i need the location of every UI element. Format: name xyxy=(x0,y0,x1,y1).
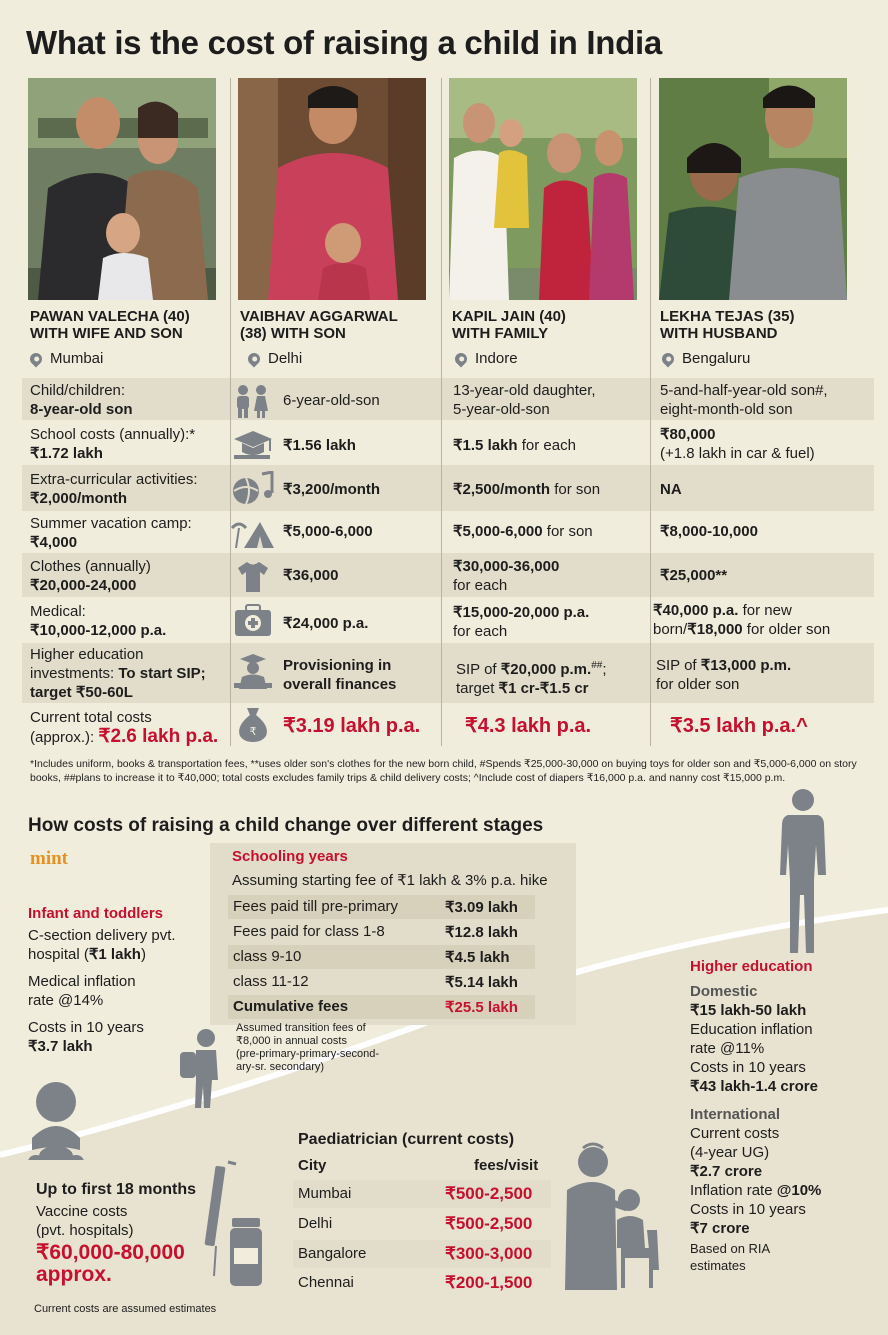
page-title: What is the cost of raising a child in I… xyxy=(26,24,662,61)
graduation-cap-icon xyxy=(230,427,276,463)
location-pin-icon xyxy=(452,350,470,367)
higher-details: Domestic ₹15 lakh-50 lakh Education infl… xyxy=(690,983,822,1273)
camp-tent-icon xyxy=(230,514,276,550)
school-cell-2: ₹1.56 lakh xyxy=(283,437,356,454)
total-cell-4: ₹3.5 lakh p.a.^ xyxy=(670,715,808,737)
syringe-vial-icon xyxy=(204,1160,262,1286)
photo-kapil-family xyxy=(449,78,637,300)
medical-cell-2: ₹24,000 p.a. xyxy=(283,615,369,632)
city-4: Bengaluru xyxy=(659,350,750,367)
children-cell-3: 13-year-old daughter, 5-year-old-son xyxy=(453,382,596,418)
location-pin-icon xyxy=(245,350,263,367)
camp-cell-2: ₹5,000-6,000 xyxy=(283,523,373,540)
photo-vaibhav-son xyxy=(238,78,426,300)
clothes-shirt-icon xyxy=(230,558,276,594)
svg-text:₹: ₹ xyxy=(250,725,257,738)
row-extra-bg xyxy=(22,465,874,511)
paed-title: Paediatrician (current costs) xyxy=(298,1131,515,1148)
vaccine-cost: ₹60,000-80,000 approx. xyxy=(36,1241,185,1286)
paed-row: Mumbai ₹500-2,500 xyxy=(293,1180,551,1208)
infant-title: Infant and toddlers xyxy=(28,905,163,922)
children-icon xyxy=(230,383,276,419)
photo-pawan-family xyxy=(28,78,216,300)
higher-cell-4: SIP of ₹13,000 p.m. for older son xyxy=(656,657,792,693)
children-cell-4: 5-and-half-year-old son#, eight-month-old… xyxy=(660,382,828,418)
family-name-2: VAIBHAV AGGARWAL (38) WITH SON xyxy=(240,308,398,342)
schooling-row: Fees paid till pre-primary ₹3.09 lakh xyxy=(228,895,535,919)
schooling-panel xyxy=(210,843,576,1025)
clothes-cell-4: ₹25,000** xyxy=(660,567,728,584)
schoolchild-icon xyxy=(180,1029,218,1108)
extra-cell-2: ₹3,200/month xyxy=(283,481,381,498)
activities-icon xyxy=(230,470,276,507)
row-clothes-bg xyxy=(22,553,874,597)
row-children-bg xyxy=(22,378,874,420)
photo-lekha-husband xyxy=(659,78,847,300)
medical-kit-icon xyxy=(230,602,276,638)
school-cell-4: ₹80,000 (+1.8 lakh in car & fuel) xyxy=(660,426,815,462)
infant-details: C-section delivery pvt. hospital (₹1 lak… xyxy=(28,927,176,1055)
city-2: Delhi xyxy=(245,350,302,367)
family-name-4: LEKHA TEJAS (35) WITH HUSBAND xyxy=(660,308,795,342)
schooling-note: Assumed transition fees of ₹8,000 in annu… xyxy=(236,1022,380,1073)
camp-cell-4: ₹8,000-10,000 xyxy=(660,523,758,540)
paed-col-fee: fees/visit xyxy=(474,1157,539,1174)
paed-row: Delhi ₹500-2,500 xyxy=(298,1214,533,1233)
total-label-cell: Current total costs (approx.): ₹2.6 lakh … xyxy=(30,709,219,747)
higher-title: Higher education xyxy=(690,958,813,975)
location-pin-icon xyxy=(27,350,45,367)
extra-label-cell: Extra-curricular activities: ₹2,000/month xyxy=(30,471,198,507)
schooling-row: class 9-10 ₹4.5 lakh xyxy=(228,945,535,969)
graduate-icon xyxy=(230,653,276,689)
school-label-cell: School costs (annually):* ₹1.72 lakh xyxy=(30,426,196,462)
vaccine-title: Up to first 18 months xyxy=(36,1181,197,1198)
total-cell-3: ₹4.3 lakh p.a. xyxy=(465,715,592,737)
footnote: *Includes uniform, books & transportatio… xyxy=(30,758,857,784)
schooling-row: class 11-12 ₹5.14 lakh xyxy=(233,973,518,991)
column-divider xyxy=(441,78,442,746)
brand-logo: mint xyxy=(30,848,68,869)
city-3: Indore xyxy=(452,350,518,367)
higher-cell-3: SIP of ₹20,000 p.m.##; target ₹1 cr-₹1.5 … xyxy=(456,660,607,697)
bottom-note: Current costs are assumed estimates xyxy=(34,1303,217,1315)
extra-cell-4: NA xyxy=(660,481,682,498)
money-bag-icon: ₹ xyxy=(230,706,276,742)
family-name-1: PAWAN VALECHA (40) WITH WIFE AND SON xyxy=(30,308,190,342)
medical-cell-3: ₹15,000-20,000 p.a. for each xyxy=(453,604,590,640)
schooling-subtitle: Assuming starting fee of ₹1 lakh & 3% p.… xyxy=(232,872,548,889)
camp-label-cell: Summer vacation camp: ₹4,000 xyxy=(30,515,192,551)
family-name-3: KAPIL JAIN (40) WITH FAMILY xyxy=(452,308,566,342)
medical-label-cell: Medical: ₹10,000-12,000 p.a. xyxy=(30,603,167,639)
medical-cell-4: ₹40,000 p.a. for new born/₹18,000 for old… xyxy=(653,602,831,638)
paed-row: Bangalore ₹300-3,000 xyxy=(293,1240,551,1268)
camp-cell-3: ₹5,000-6,000 for son xyxy=(453,523,593,540)
baby-icon xyxy=(28,1082,84,1169)
extra-cell-3: ₹2,500/month for son xyxy=(453,481,601,498)
section-title: How costs of raising a child change over… xyxy=(28,815,544,836)
column-divider xyxy=(650,78,651,746)
clothes-cell-3: ₹30,000-36,000 for each xyxy=(453,558,560,594)
row-higher-bg xyxy=(22,643,874,703)
schooling-cumulative-row: Cumulative fees ₹25.5 lakh xyxy=(228,995,535,1019)
doctor-patient-icon xyxy=(565,1142,659,1290)
school-cell-3: ₹1.5 lakh for each xyxy=(453,437,576,454)
column-divider xyxy=(230,78,231,746)
schooling-title: Schooling years xyxy=(232,848,348,865)
schooling-row: Fees paid for class 1-8 ₹12.8 lakh xyxy=(233,923,518,941)
paed-row: Chennai ₹200-1,500 xyxy=(298,1273,533,1292)
city-1: Mumbai xyxy=(27,350,103,367)
adult-figure-icon xyxy=(780,789,826,953)
total-cell-2: ₹3.19 lakh p.a. xyxy=(283,715,421,737)
children-label-cell: Child/children: 8-year-old son xyxy=(30,382,133,418)
clothes-cell-2: ₹36,000 xyxy=(283,567,339,584)
children-cell-2: 6-year-old-son xyxy=(283,392,380,409)
higher-label-cell: Higher education investments: To start SI… xyxy=(30,646,206,701)
location-pin-icon xyxy=(659,350,677,367)
clothes-label-cell: Clothes (annually) ₹20,000-24,000 xyxy=(30,558,151,594)
paed-col-city: City xyxy=(298,1157,327,1174)
higher-cell-2: Provisioning in overall finances xyxy=(283,657,397,693)
vaccine-details: Vaccine costs (pvt. hospitals) xyxy=(36,1203,134,1239)
